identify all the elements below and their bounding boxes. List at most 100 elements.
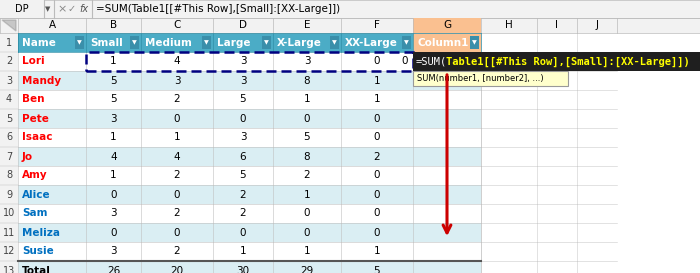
Text: 0: 0 <box>174 227 181 238</box>
Text: 0: 0 <box>374 209 380 218</box>
Text: 0: 0 <box>111 227 117 238</box>
Text: 3: 3 <box>239 76 246 85</box>
Bar <box>577 90 617 109</box>
Text: 5: 5 <box>110 76 117 85</box>
Text: 0: 0 <box>174 189 181 200</box>
Text: 2: 2 <box>174 247 181 257</box>
Bar <box>0 261 18 273</box>
Text: J: J <box>596 20 598 31</box>
Bar <box>481 204 537 223</box>
Bar <box>577 242 617 261</box>
Bar <box>0 242 18 261</box>
Bar <box>0 185 18 204</box>
Bar <box>413 18 481 33</box>
Text: ▼: ▼ <box>404 40 409 45</box>
Text: 3: 3 <box>174 76 181 85</box>
Text: 3: 3 <box>239 57 246 67</box>
Text: F: F <box>374 20 380 31</box>
Bar <box>18 128 481 147</box>
Text: 7: 7 <box>6 152 12 162</box>
Text: 2: 2 <box>174 171 181 180</box>
Text: ▼: ▼ <box>264 40 269 45</box>
Bar <box>537 242 577 261</box>
Text: 20: 20 <box>170 266 183 273</box>
Text: B: B <box>110 20 117 31</box>
Text: A: A <box>48 20 55 31</box>
Text: 0: 0 <box>444 57 450 67</box>
Text: 0: 0 <box>174 114 181 123</box>
Text: 5: 5 <box>110 94 117 105</box>
Text: 13: 13 <box>3 266 15 273</box>
Bar <box>577 52 617 71</box>
Text: Isaac: Isaac <box>22 132 52 143</box>
Bar <box>481 242 537 261</box>
Bar <box>537 166 577 185</box>
Bar <box>470 36 479 49</box>
Bar <box>0 18 18 33</box>
Bar <box>537 185 577 204</box>
Bar <box>86 52 413 71</box>
Text: =SUM(: =SUM( <box>416 57 447 67</box>
Text: G: G <box>443 20 451 31</box>
Text: 1: 1 <box>304 189 310 200</box>
Bar <box>577 128 617 147</box>
Bar <box>18 261 481 273</box>
Text: Mandy: Mandy <box>22 76 61 85</box>
Bar <box>537 52 577 71</box>
Text: 2: 2 <box>239 209 246 218</box>
Text: 8: 8 <box>304 152 310 162</box>
Bar <box>413 71 568 86</box>
Bar <box>481 166 537 185</box>
Bar <box>481 147 537 166</box>
Text: Amy: Amy <box>22 171 48 180</box>
Bar <box>402 36 411 49</box>
Text: 0: 0 <box>239 227 246 238</box>
Text: ×: × <box>57 4 66 14</box>
Text: 6: 6 <box>239 152 246 162</box>
Text: 5: 5 <box>239 171 246 180</box>
Text: 3: 3 <box>110 247 117 257</box>
Bar <box>0 223 18 242</box>
Bar <box>0 71 18 90</box>
Text: 3: 3 <box>110 209 117 218</box>
Bar <box>18 109 481 128</box>
Text: 11: 11 <box>3 227 15 238</box>
Text: ▼: ▼ <box>332 40 337 45</box>
Text: 1: 1 <box>110 57 117 67</box>
Text: ▼: ▼ <box>132 40 137 45</box>
Bar <box>18 52 481 71</box>
Text: 1: 1 <box>374 247 380 257</box>
Text: ▼: ▼ <box>46 6 50 12</box>
Bar <box>481 185 537 204</box>
Bar <box>481 128 537 147</box>
Text: Alice: Alice <box>22 189 50 200</box>
Text: Sam: Sam <box>22 209 48 218</box>
Text: 30: 30 <box>237 266 250 273</box>
Bar <box>537 223 577 242</box>
Text: ▼: ▼ <box>204 40 209 45</box>
Text: 4: 4 <box>6 94 12 105</box>
Bar <box>0 147 18 166</box>
Bar <box>577 223 617 242</box>
Bar <box>577 261 617 273</box>
Text: 3: 3 <box>304 57 310 67</box>
Text: 26: 26 <box>107 266 120 273</box>
Bar <box>537 71 577 90</box>
Bar <box>0 109 18 128</box>
Text: 8: 8 <box>304 76 310 85</box>
Text: H: H <box>505 20 513 31</box>
Text: 3: 3 <box>110 114 117 123</box>
Bar <box>0 18 700 33</box>
Text: XX-Large: XX-Large <box>345 37 398 48</box>
Text: 1: 1 <box>110 132 117 143</box>
Text: 1: 1 <box>239 247 246 257</box>
Text: 12: 12 <box>3 247 15 257</box>
Bar <box>0 128 18 147</box>
Text: Lori: Lori <box>22 57 45 67</box>
Bar <box>577 185 617 204</box>
Text: 0: 0 <box>374 227 380 238</box>
Text: 2: 2 <box>174 209 181 218</box>
Text: 2: 2 <box>304 171 310 180</box>
Text: Ben: Ben <box>22 94 45 105</box>
Text: I: I <box>556 20 559 31</box>
